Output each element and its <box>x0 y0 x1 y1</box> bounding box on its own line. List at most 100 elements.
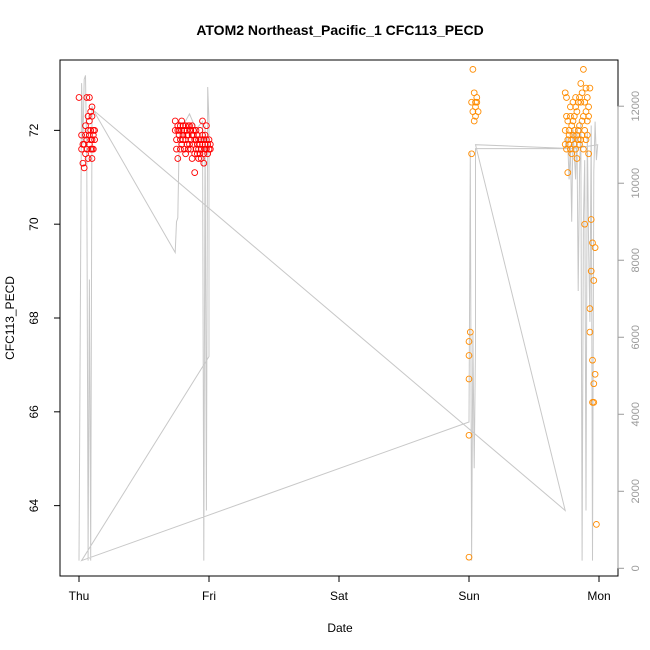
y2-tick-label: 4000 <box>630 402 642 426</box>
data-point <box>91 127 98 134</box>
data-point <box>580 66 587 73</box>
data-point <box>569 131 577 139</box>
data-point <box>573 108 581 115</box>
y-tick-label: 70 <box>27 217 41 231</box>
data-point <box>196 141 204 148</box>
data-point <box>188 122 196 130</box>
data-point <box>190 127 197 134</box>
data-point <box>201 131 209 139</box>
data-point <box>583 117 591 125</box>
data-point <box>173 145 180 153</box>
data-point <box>192 136 200 144</box>
y2-tick-label: 10000 <box>630 168 642 199</box>
data-point <box>568 150 576 158</box>
data-point <box>193 141 201 148</box>
data-point <box>178 127 186 134</box>
data-point <box>179 122 187 130</box>
data-point <box>561 89 569 97</box>
data-point <box>84 155 92 162</box>
data-point <box>206 141 214 148</box>
data-point <box>174 122 182 130</box>
data-point <box>200 136 208 144</box>
data-point <box>582 84 590 92</box>
data-point <box>583 131 591 139</box>
data-point <box>195 145 202 153</box>
data-point <box>591 244 599 251</box>
data-point <box>573 155 581 162</box>
data-point <box>75 94 83 101</box>
data-point <box>89 131 97 139</box>
x-tick-label: Thu <box>69 589 90 603</box>
x-tick-label: Sat <box>330 589 349 603</box>
data-point <box>590 277 598 284</box>
data-point <box>583 94 591 101</box>
data-point <box>175 127 183 134</box>
data-point <box>469 66 477 73</box>
data-point <box>174 155 182 162</box>
data-point <box>561 127 569 134</box>
data-point <box>186 122 193 130</box>
data-point <box>199 131 206 139</box>
data-point <box>591 370 599 378</box>
data-point <box>86 94 93 101</box>
data-point <box>593 521 600 528</box>
data-point <box>589 356 596 364</box>
data-point <box>203 145 210 153</box>
y-tick-label: 64 <box>27 499 41 513</box>
secondary-series-line <box>78 75 599 562</box>
data-point <box>186 141 193 148</box>
data-point <box>474 108 482 115</box>
data-point <box>567 145 574 153</box>
data-point <box>586 328 594 336</box>
data-point <box>586 305 594 312</box>
y2-tick-label: 0 <box>630 565 642 571</box>
data-point <box>585 112 592 120</box>
data-point <box>184 145 192 153</box>
data-point <box>91 136 98 144</box>
y-axis: 64 66 68 70 72 <box>27 123 61 513</box>
data-point <box>192 145 200 153</box>
data-point <box>80 164 88 172</box>
data-point <box>205 136 213 144</box>
data-point <box>587 267 595 275</box>
data-point <box>193 150 201 158</box>
data-point <box>192 127 200 134</box>
data-point <box>468 98 475 106</box>
data-point <box>570 141 578 148</box>
data-point <box>564 136 572 144</box>
data-point <box>177 145 184 153</box>
data-point <box>88 103 96 111</box>
data-point <box>87 108 95 115</box>
data-point <box>473 94 481 101</box>
data-point <box>578 117 586 125</box>
y2-tick-label: 2000 <box>630 479 642 503</box>
data-point <box>78 131 85 139</box>
data-point <box>177 122 184 130</box>
data-point <box>468 150 475 158</box>
data-point <box>191 169 199 176</box>
data-point <box>199 117 206 125</box>
data-point <box>581 220 589 228</box>
data-point <box>587 216 595 223</box>
data-point <box>179 136 187 144</box>
chart-title: ATOM2 Northeast_Pacific_1 CFC113_PECD <box>196 22 483 38</box>
x-axis-label: Date <box>327 621 353 635</box>
data-point <box>586 84 594 92</box>
data-point <box>577 136 585 144</box>
data-point <box>590 399 598 406</box>
data-point <box>465 431 473 439</box>
data-point <box>183 141 191 148</box>
data-point <box>201 141 209 148</box>
data-point <box>590 380 598 388</box>
data-point <box>88 155 96 162</box>
data-point <box>572 145 579 153</box>
data-point <box>582 136 590 144</box>
data-point <box>182 122 189 130</box>
y-tick-label: 66 <box>27 405 41 419</box>
data-point <box>465 338 473 345</box>
data-point <box>206 145 214 153</box>
y2-tick-label: 6000 <box>630 325 642 349</box>
data-point <box>470 117 478 125</box>
data-point <box>178 117 186 125</box>
data-point <box>83 94 91 101</box>
